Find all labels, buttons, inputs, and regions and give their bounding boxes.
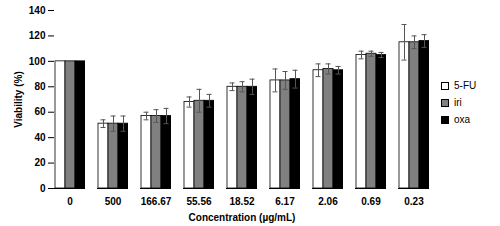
- html-text:iri: iri: [454, 97, 462, 108]
- html-text:5-FU: 5-FU: [454, 80, 477, 91]
- svg-text:80: 80: [34, 81, 46, 92]
- svg-text:120: 120: [29, 30, 46, 41]
- svg-text:Concentration (µg/mL): Concentration (µg/mL): [189, 212, 296, 223]
- svg-text:100: 100: [29, 56, 46, 67]
- svg-text:0.69: 0.69: [361, 196, 381, 207]
- svg-text:140: 140: [29, 5, 46, 16]
- svg-text:500: 500: [105, 196, 122, 207]
- svg-text:55.56: 55.56: [186, 196, 211, 207]
- svg-text:166.67: 166.67: [141, 196, 172, 207]
- svg-text:40: 40: [34, 132, 46, 143]
- svg-text:0: 0: [67, 196, 73, 207]
- svg-text:20: 20: [34, 157, 46, 168]
- svg-text:60: 60: [34, 106, 46, 117]
- svg-text:0.23: 0.23: [404, 196, 424, 207]
- svg-text:2.06: 2.06: [318, 196, 338, 207]
- svg-text:18.52: 18.52: [229, 196, 254, 207]
- svg-text:Viability (%): Viability (%): [13, 71, 24, 128]
- svg-text:6.17: 6.17: [275, 196, 295, 207]
- html-text:oxa: oxa: [454, 114, 471, 125]
- svg-text:0: 0: [40, 183, 46, 194]
